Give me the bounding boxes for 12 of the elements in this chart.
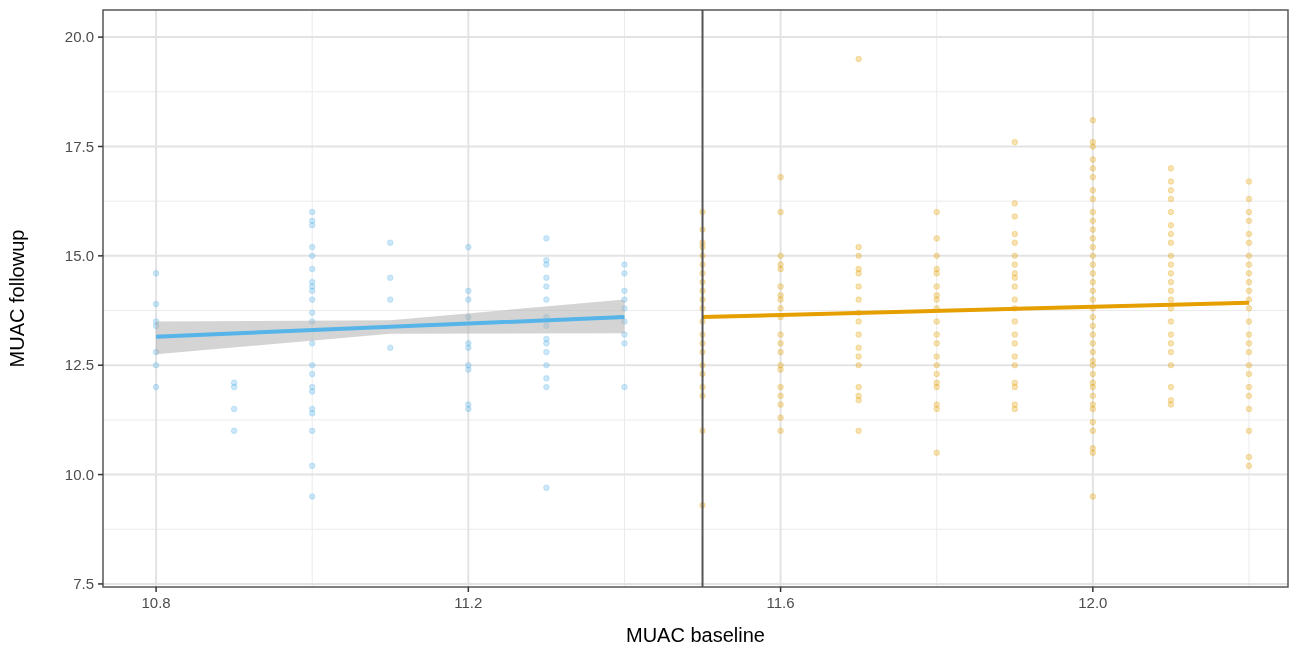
x-tick-label: 10.8 (141, 594, 171, 611)
y-tick-label: 20.0 (64, 28, 94, 46)
y-tick-label: 15.0 (64, 247, 94, 265)
x-tick-label: 11.2 (454, 594, 483, 611)
y-tick-label: 7.5 (73, 575, 94, 593)
x-tick-label: 11.6 (766, 594, 795, 611)
x-tick-label: 12.0 (1078, 594, 1108, 611)
y-tick-label: 12.5 (64, 356, 94, 374)
y-tick-label: 10.0 (64, 465, 94, 483)
y-axis-title: MUAC followup (6, 229, 28, 368)
x-axis-title: MUAC baseline (626, 624, 765, 646)
y-tick-label: 17.5 (64, 137, 94, 155)
